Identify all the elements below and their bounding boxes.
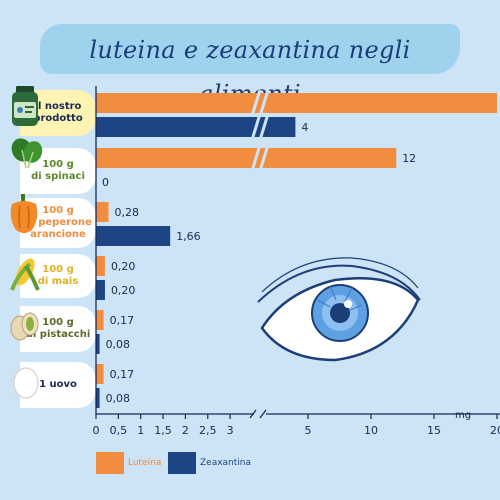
bar-break-mark bbox=[250, 89, 270, 117]
bar-zeaxanthin bbox=[96, 117, 296, 137]
x-tick-label: 0 bbox=[93, 424, 100, 437]
title-band bbox=[40, 24, 460, 74]
bar-lutein bbox=[96, 202, 109, 222]
value-label: 0,17 bbox=[110, 314, 135, 327]
value-label: 0,08 bbox=[106, 338, 130, 351]
x-tick-label: 15 bbox=[427, 424, 441, 437]
bar-lutein bbox=[96, 364, 104, 384]
x-tick-label: 1 bbox=[137, 424, 144, 437]
bar-break-mark bbox=[250, 144, 270, 172]
value-label: 4 bbox=[301, 121, 308, 134]
bar-break-mark bbox=[250, 113, 270, 141]
category-line: prodotto bbox=[33, 113, 83, 124]
bar-lutein bbox=[96, 148, 397, 168]
category-line: di peperone bbox=[24, 217, 92, 228]
bar-zeaxanthin bbox=[96, 388, 100, 408]
category-line: 1 uovo bbox=[39, 379, 77, 390]
category-line: arancione bbox=[30, 229, 86, 240]
legend-label-zeaxanthin: Zeaxantina bbox=[200, 458, 252, 468]
corn-icon bbox=[10, 258, 40, 291]
supplement-bottle-icon bbox=[12, 86, 38, 126]
bell-pepper-icon bbox=[10, 194, 38, 233]
x-axis: 0 0,5 1 1,5 2 2,5 3 5 10 15 20 bbox=[93, 86, 500, 437]
value-label: 0,28 bbox=[115, 206, 139, 219]
x-tick-label: 1,5 bbox=[154, 424, 172, 437]
category-line: 100 g bbox=[42, 159, 74, 170]
value-label: 0,17 bbox=[110, 368, 135, 381]
category-line: 100 g bbox=[42, 205, 74, 216]
pistachio-icon bbox=[10, 312, 39, 341]
spinach-icon bbox=[11, 138, 43, 169]
category-line: di mais bbox=[37, 276, 79, 287]
axis-break-mark bbox=[249, 409, 267, 419]
x-tick-label: 2 bbox=[182, 424, 189, 437]
value-label: 0,08 bbox=[106, 392, 130, 405]
x-tick-label: 3 bbox=[227, 424, 234, 437]
category-line: 100 g bbox=[42, 264, 74, 275]
bar-lutein bbox=[96, 310, 104, 330]
category-line: di pistacchi bbox=[25, 329, 91, 340]
value-label: 0 bbox=[102, 176, 109, 189]
value-label: 12 bbox=[402, 152, 416, 165]
bar-zeaxanthin bbox=[96, 280, 105, 300]
x-tick-label: 20 bbox=[490, 424, 500, 437]
category-line: di spinaci bbox=[31, 171, 85, 182]
bar-zeaxanthin bbox=[96, 226, 171, 246]
x-tick-label: 5 bbox=[305, 424, 312, 437]
bar-zeaxanthin bbox=[96, 334, 100, 354]
value-label: 1,66 bbox=[176, 230, 201, 243]
legend-label-lutein: Luteina bbox=[128, 458, 162, 468]
x-axis-unit: mg bbox=[455, 410, 471, 421]
legend-swatch-zeaxanthin bbox=[168, 452, 196, 474]
legend-swatch-lutein bbox=[96, 452, 124, 474]
bar-lutein bbox=[96, 93, 497, 113]
category-line: 100 g bbox=[42, 317, 74, 328]
category-line: il nostro bbox=[34, 101, 82, 112]
value-label: 0,20 bbox=[111, 260, 136, 273]
x-tick-label: 10 bbox=[364, 424, 378, 437]
egg-icon bbox=[13, 367, 39, 399]
bar-lutein bbox=[96, 256, 105, 276]
eye-icon bbox=[257, 257, 421, 362]
x-tick-label: 0,5 bbox=[110, 424, 128, 437]
x-tick-label: 2,5 bbox=[199, 424, 217, 437]
value-label: 0,20 bbox=[111, 284, 136, 297]
